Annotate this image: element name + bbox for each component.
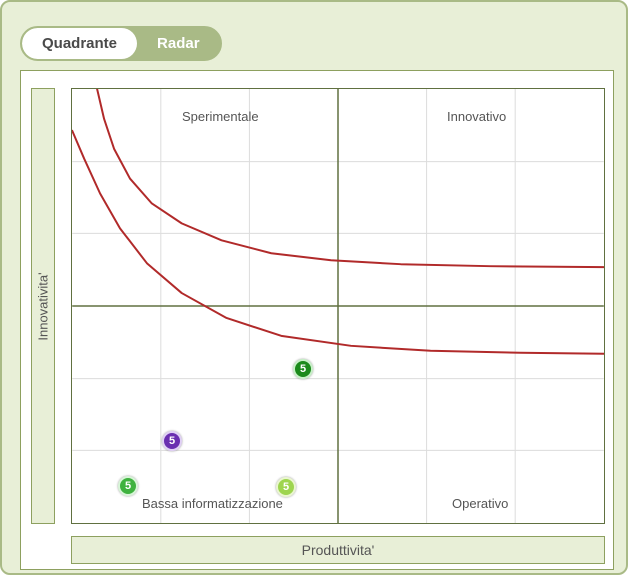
x-axis-label: Produttivita': [302, 542, 375, 558]
data-point-0[interactable]: 5: [293, 359, 313, 379]
data-point-2[interactable]: 5: [118, 476, 138, 496]
data-point-1[interactable]: 5: [162, 431, 182, 451]
x-axis-box: Produttivita': [71, 536, 605, 564]
tab-quadrante[interactable]: Quadrante: [22, 28, 137, 59]
tab-radar[interactable]: Radar: [137, 28, 220, 59]
chart-container: Innovativita' Sperimentale Innovativo Ba…: [20, 70, 614, 570]
plot-svg: [72, 89, 604, 523]
view-tab-group: Quadrante Radar: [20, 26, 222, 61]
data-point-3[interactable]: 5: [276, 477, 296, 497]
y-axis-label: Innovativita': [36, 272, 51, 340]
quadrant-panel: Quadrante Radar Innovativita' Sperimenta…: [0, 0, 628, 575]
plot-area: Sperimentale Innovativo Bassa informatiz…: [71, 88, 605, 524]
y-axis-box: Innovativita': [31, 88, 55, 524]
